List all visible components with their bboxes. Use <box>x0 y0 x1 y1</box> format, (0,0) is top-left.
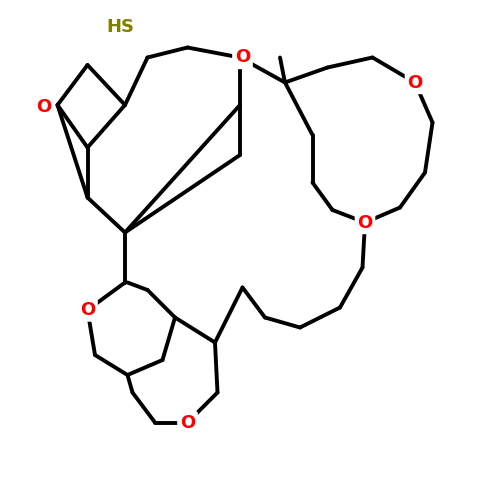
Text: O: O <box>80 301 95 319</box>
Text: HS: HS <box>106 18 134 36</box>
Text: O: O <box>408 74 422 92</box>
Text: O: O <box>36 98 51 116</box>
Text: O: O <box>235 48 250 66</box>
Text: O: O <box>358 214 372 232</box>
Text: O: O <box>180 414 195 432</box>
